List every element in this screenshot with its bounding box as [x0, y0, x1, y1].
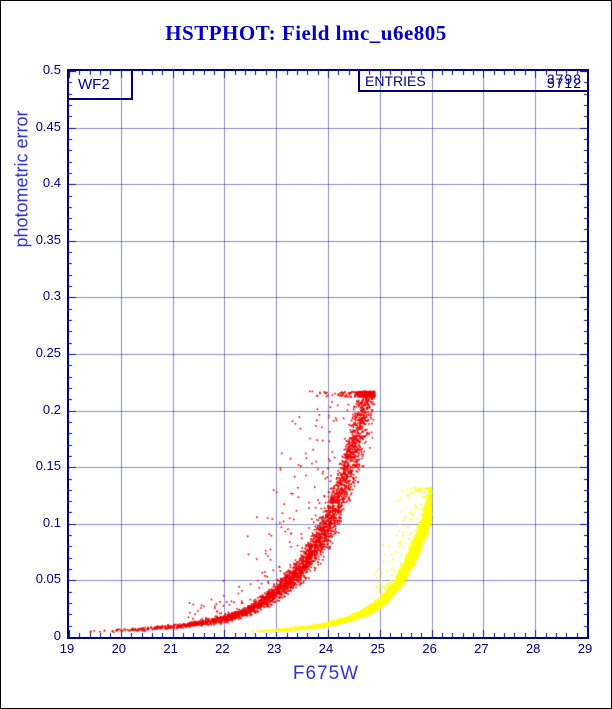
y-tick-label: 0.5	[42, 62, 61, 77]
x-tick-label: 23	[266, 641, 282, 656]
y-tick-label: 0.3	[42, 288, 61, 304]
x-tick-label: 28	[525, 641, 541, 656]
y-tick-label: 0.45	[35, 118, 61, 134]
y-tick-label: 0.15	[35, 458, 61, 474]
x-tick-label: 19	[59, 641, 75, 656]
y-tick-label: 0.35	[35, 231, 61, 247]
x-tick-label: 22	[215, 641, 230, 656]
stats-entries-value-2: 5712	[546, 75, 582, 91]
x-tick-label: 20	[111, 641, 127, 656]
page-title: HSTPHOT: Field lmc_u6e805	[165, 21, 447, 45]
x-tick-label: 21	[163, 641, 178, 656]
y-tick-label: 0.1	[42, 514, 61, 530]
x-tick-label: 26	[422, 641, 437, 656]
stats-box: ENTRIES 3798 5712	[358, 71, 587, 92]
y-tick-label: 0	[53, 628, 61, 643]
y-tick-label: 0.4	[42, 175, 61, 191]
detector-label: WF2	[78, 76, 110, 93]
scatter-canvas	[69, 71, 587, 637]
y-tick-label: 0.2	[42, 401, 61, 417]
stats-entries-label: ENTRIES	[365, 73, 426, 89]
plot-area: WF2 ENTRIES 3798 5712	[67, 69, 589, 639]
x-tick-label: 27	[474, 641, 489, 656]
x-tick-label: 24	[318, 641, 334, 656]
x-tick-label: 29	[577, 641, 593, 656]
x-axis-title: F675W	[292, 663, 360, 684]
stats-entries-value-1: 3798	[546, 71, 582, 87]
detector-label-box: WF2	[69, 71, 133, 100]
y-tick-label: 0.05	[35, 571, 61, 587]
x-tick-label: 25	[370, 641, 386, 656]
y-tick-label: 0.25	[35, 345, 61, 360]
